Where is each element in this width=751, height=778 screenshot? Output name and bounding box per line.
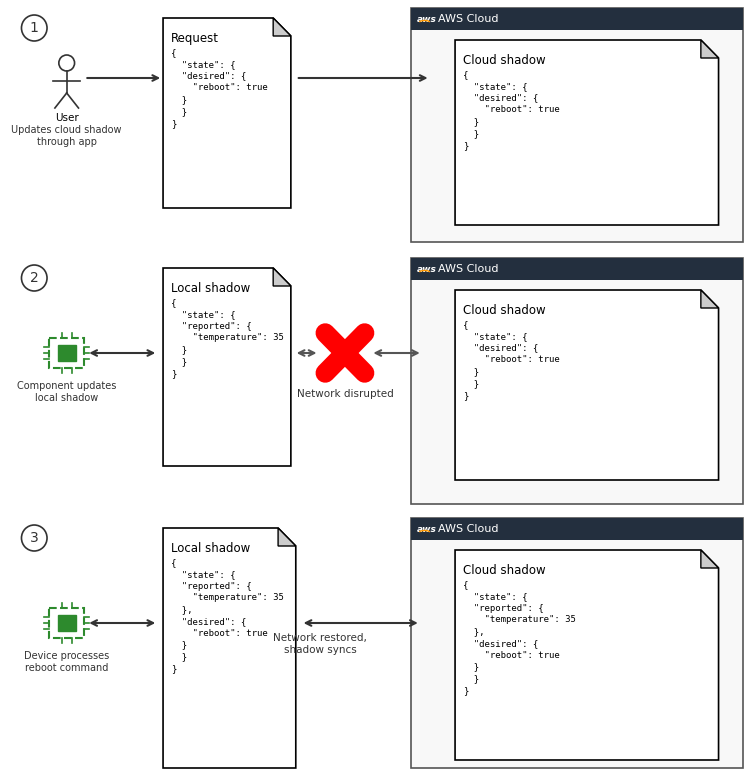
Text: User: User <box>55 113 79 123</box>
Polygon shape <box>163 18 291 208</box>
FancyBboxPatch shape <box>58 615 76 631</box>
Text: Cloud shadow: Cloud shadow <box>463 564 545 577</box>
Text: Local shadow: Local shadow <box>171 282 250 295</box>
Text: aws: aws <box>417 15 436 23</box>
Text: {
  "state": {
  "desired": {
    "reboot": true
  }
  }
}: { "state": { "desired": { "reboot": true… <box>463 70 559 150</box>
Text: {
  "state": {
  "desired": {
    "reboot": true
  }
  }
}: { "state": { "desired": { "reboot": true… <box>171 48 267 128</box>
Polygon shape <box>701 40 719 58</box>
Text: {
  "state": {
  "reported": {
    "temperature": 35
  },
  "desired": {
    "re: { "state": { "reported": { "temperature"… <box>463 580 576 696</box>
Polygon shape <box>273 18 291 36</box>
FancyBboxPatch shape <box>411 518 743 768</box>
Text: AWS Cloud: AWS Cloud <box>439 264 499 274</box>
Text: Network disrupted: Network disrupted <box>297 389 394 399</box>
FancyBboxPatch shape <box>411 518 743 540</box>
Text: 1: 1 <box>30 21 39 35</box>
Text: {
  "state": {
  "desired": {
    "reboot": true
  }
  }
}: { "state": { "desired": { "reboot": true… <box>463 320 559 400</box>
Text: Cloud shadow: Cloud shadow <box>463 54 545 67</box>
Polygon shape <box>701 290 719 308</box>
Text: AWS Cloud: AWS Cloud <box>439 14 499 24</box>
Text: Local shadow: Local shadow <box>171 542 250 555</box>
Text: Cloud shadow: Cloud shadow <box>463 304 545 317</box>
Text: Device processes
reboot command: Device processes reboot command <box>24 651 110 674</box>
Polygon shape <box>455 550 719 760</box>
Text: {
  "state": {
  "reported": {
    "temperature": 35
  }
  }
}: { "state": { "reported": { "temperature"… <box>171 298 284 378</box>
Text: Network restored,
shadow syncs: Network restored, shadow syncs <box>273 633 367 655</box>
FancyBboxPatch shape <box>411 258 743 504</box>
FancyBboxPatch shape <box>58 345 76 361</box>
Text: aws: aws <box>417 265 436 274</box>
Polygon shape <box>455 40 719 225</box>
Polygon shape <box>163 268 291 466</box>
FancyBboxPatch shape <box>49 608 84 638</box>
Text: AWS Cloud: AWS Cloud <box>439 524 499 534</box>
Text: aws: aws <box>417 524 436 534</box>
FancyBboxPatch shape <box>411 8 743 242</box>
Text: 2: 2 <box>30 271 38 285</box>
Text: Component updates
local shadow: Component updates local shadow <box>17 381 116 404</box>
Text: Request: Request <box>171 32 219 45</box>
Text: 3: 3 <box>30 531 38 545</box>
Polygon shape <box>273 268 291 286</box>
Polygon shape <box>278 528 296 546</box>
Polygon shape <box>163 528 296 768</box>
FancyBboxPatch shape <box>411 8 743 30</box>
FancyBboxPatch shape <box>411 258 743 280</box>
Text: {
  "state": {
  "reported": {
    "temperature": 35
  },
  "desired": {
    "re: { "state": { "reported": { "temperature"… <box>171 558 284 673</box>
Polygon shape <box>455 290 719 480</box>
Text: Updates cloud shadow
through app: Updates cloud shadow through app <box>11 125 122 147</box>
FancyBboxPatch shape <box>49 338 84 368</box>
Polygon shape <box>701 550 719 568</box>
